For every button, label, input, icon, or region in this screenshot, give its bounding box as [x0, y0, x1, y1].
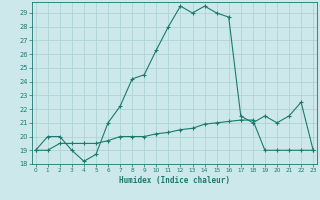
X-axis label: Humidex (Indice chaleur): Humidex (Indice chaleur) [119, 176, 230, 185]
